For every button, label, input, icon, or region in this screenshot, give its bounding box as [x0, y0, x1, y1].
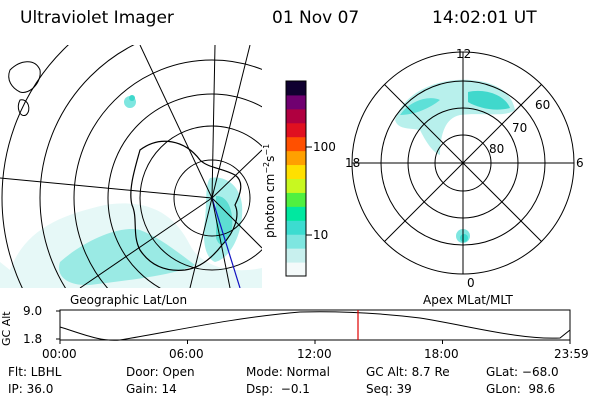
altitude-tick-high: 9.0: [23, 304, 43, 318]
colorbar-segment: [286, 150, 306, 166]
emission-spot: [460, 234, 468, 242]
magnetic-polar-plot: [351, 51, 575, 275]
mlt-label-0: 0: [467, 276, 475, 290]
time-tick: 12:00: [297, 347, 332, 361]
info-gc-alt: GC Alt: 8.7 Re: [366, 365, 450, 379]
time-tick: 23:59: [554, 347, 589, 361]
altitude-frame: [59, 309, 571, 341]
colorbar-segment: [286, 262, 306, 277]
mlat-label-60: 60: [535, 98, 551, 112]
observation-time: 14:02:01 UT: [432, 8, 537, 28]
coastline: [8, 61, 41, 93]
time-tick: 18:00: [424, 347, 459, 361]
time-tick: 00:00: [42, 347, 77, 361]
emission-spot: [129, 95, 135, 101]
colorbar-segment: [286, 206, 306, 221]
colorbar-segment: [286, 248, 306, 263]
colorbar-tick-low: 10: [313, 228, 329, 242]
altitude-axis-label: GC Alt: [0, 311, 13, 346]
instrument-title: Ultraviolet Imager: [20, 8, 174, 28]
info-seq: Seq: 39: [366, 382, 412, 396]
colorbar-segment: [286, 81, 306, 96]
altitude-curve: [59, 311, 571, 341]
colorbar-unit-label: photon cm−2s−1: [262, 143, 277, 238]
mlat-label-70: 70: [512, 121, 528, 135]
colorbar-segment: [286, 192, 306, 207]
emission-zone: [468, 90, 510, 110]
geographic-caption: Geographic Lat/Lon: [70, 293, 188, 307]
info-gain: Gain: 14: [126, 382, 177, 396]
coastline: [130, 140, 242, 271]
info-dsp: Dsp: −0.1: [246, 382, 310, 396]
colorbar-segment: [286, 108, 306, 124]
mlt-label-18: 18: [345, 156, 361, 170]
observation-date: 01 Nov 07: [272, 8, 360, 28]
mlat-label-80: 80: [489, 142, 505, 156]
apex-caption: Apex MLat/MLT: [423, 293, 513, 307]
altitude-plot: [56, 309, 571, 344]
info-ip: IP: 36.0: [8, 382, 54, 396]
colorbar-segment: [286, 136, 306, 152]
colorbar-frame: [285, 80, 307, 277]
info-glat: GLat: −68.0: [486, 365, 559, 379]
altitude-tick-low: 1.8: [23, 332, 43, 346]
geographic-map: [0, 45, 262, 288]
emission-zone: [400, 98, 440, 115]
info-filter: Flt: LBHL: [8, 365, 62, 379]
colorbar: [286, 81, 306, 277]
mlt-label-12: 12: [456, 47, 472, 61]
info-mode: Mode: Normal: [246, 365, 330, 379]
time-tick: 06:00: [169, 347, 204, 361]
colorbar-segment: [286, 122, 306, 138]
mlt-label-6: 6: [576, 156, 584, 170]
colorbar-segment: [286, 164, 306, 179]
colorbar-segment: [286, 220, 306, 235]
emission-zone: [59, 229, 196, 286]
info-door: Door: Open: [126, 365, 195, 379]
colorbar-segment: [286, 234, 306, 249]
ground-track: [211, 197, 231, 288]
coastline: [17, 99, 30, 117]
colorbar-segment: [286, 178, 306, 193]
info-glon: GLon: 98.6: [486, 382, 556, 396]
ground-track: [211, 197, 241, 288]
colorbar-tick-high: 100: [313, 140, 336, 154]
colorbar-segment: [286, 94, 306, 110]
